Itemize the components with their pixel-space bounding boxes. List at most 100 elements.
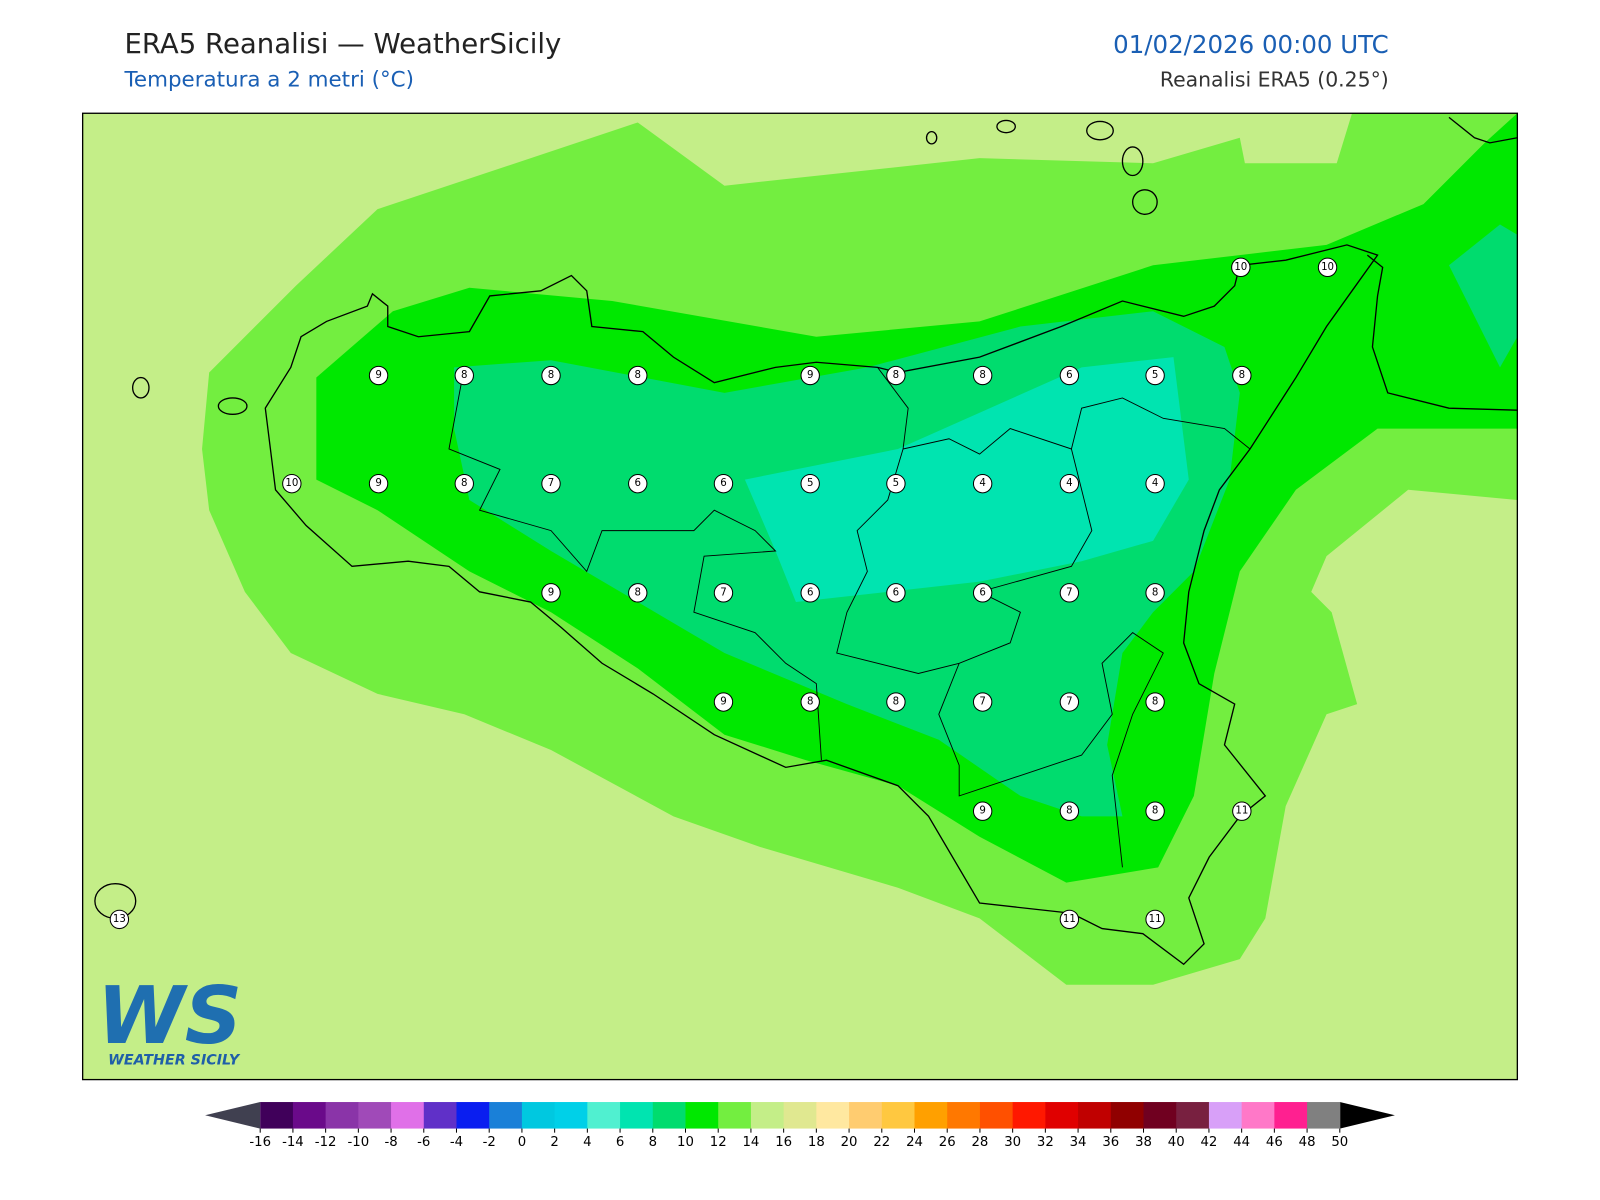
colorbar-tick-label: -12 xyxy=(315,1135,337,1150)
station-value: 8 xyxy=(461,370,467,381)
station-marker xyxy=(628,365,648,386)
colorbar-box xyxy=(816,1102,850,1129)
station-marker xyxy=(282,473,302,494)
station-value: 6 xyxy=(1066,370,1072,381)
logo-name: WEATHER SICILY xyxy=(108,1052,241,1068)
colorbar-box xyxy=(947,1102,981,1129)
logo-mark: WS xyxy=(97,969,242,1062)
colorbar-tick-label: 12 xyxy=(710,1135,727,1150)
station-marker xyxy=(454,365,474,386)
station-marker xyxy=(713,583,734,603)
colorbar-box xyxy=(391,1102,425,1129)
colorbar-tick-label: -10 xyxy=(348,1135,370,1150)
station-marker xyxy=(800,583,820,603)
colorbar-box xyxy=(554,1102,588,1129)
station-marker xyxy=(541,473,561,494)
colorbar-tick-label: -16 xyxy=(249,1135,271,1150)
colorbar-box xyxy=(1078,1102,1112,1129)
station-value: 9 xyxy=(807,370,813,381)
colorbar-box xyxy=(1208,1102,1243,1129)
station-value: 8 xyxy=(1066,806,1072,817)
station-marker xyxy=(972,365,993,386)
station-value: 9 xyxy=(979,806,985,817)
colorbar-box xyxy=(685,1102,719,1129)
colorbar-box xyxy=(489,1102,523,1129)
station-value: 10 xyxy=(1234,262,1247,273)
colorbar-tick-label: -6 xyxy=(417,1135,430,1150)
colorbar-box xyxy=(325,1102,359,1129)
map xyxy=(82,113,1518,1080)
station-marker xyxy=(886,692,906,712)
colorbar-tick-label: 32 xyxy=(1037,1135,1054,1150)
colorbar-box xyxy=(1176,1102,1210,1129)
station-marker xyxy=(1059,365,1080,386)
station-marker xyxy=(1059,801,1080,821)
colorbar-tick-label: 26 xyxy=(939,1135,956,1150)
source: Reanalisi ERA5 (0.25°) xyxy=(1160,68,1389,92)
station-value: 5 xyxy=(807,478,813,489)
station-marker xyxy=(1145,473,1165,494)
station-marker xyxy=(1059,583,1080,603)
island xyxy=(1131,189,1158,215)
station-marker xyxy=(972,692,993,712)
station-value: 9 xyxy=(375,478,381,489)
station-marker xyxy=(1059,692,1080,712)
colorbar-tick-label: 16 xyxy=(775,1135,792,1150)
station-marker xyxy=(368,365,389,386)
colorbar-tick-label: 8 xyxy=(649,1135,657,1150)
datetime: 01/02/2026 00:00 UTC xyxy=(1113,30,1389,59)
colorbar-box xyxy=(423,1102,458,1129)
station-marker xyxy=(1059,909,1080,930)
colorbar-box xyxy=(914,1102,948,1129)
colorbar-box xyxy=(1012,1102,1046,1129)
station-marker xyxy=(886,583,906,603)
station-value: 9 xyxy=(548,587,554,598)
logo: WS WEATHER SICILY xyxy=(97,969,242,1068)
colorbar-tick-label: 46 xyxy=(1266,1135,1283,1150)
colorbar-tick-label: 24 xyxy=(906,1135,923,1150)
station-value: 5 xyxy=(893,478,899,489)
colorbar-box xyxy=(1110,1102,1145,1129)
colorbar-box xyxy=(620,1102,654,1129)
station-marker xyxy=(541,583,561,603)
station-value: 6 xyxy=(720,478,726,489)
station-marker xyxy=(800,365,820,386)
station-marker xyxy=(1231,257,1251,278)
colorbar-box xyxy=(587,1102,621,1129)
colorbar-tick-label: 22 xyxy=(873,1135,890,1150)
colorbar-over xyxy=(1339,1102,1395,1129)
colorbar-tick-label: 44 xyxy=(1233,1135,1250,1150)
station-marker xyxy=(1059,473,1080,494)
colorbar-tick-label: 38 xyxy=(1135,1135,1152,1150)
station-value: 8 xyxy=(548,370,554,381)
station-value: 8 xyxy=(1152,697,1158,708)
station-value: 6 xyxy=(635,478,641,489)
colorbar-tick-label: 20 xyxy=(841,1135,858,1150)
colorbar-box xyxy=(521,1102,556,1129)
station-value: 8 xyxy=(979,370,985,381)
station-value: 9 xyxy=(375,370,381,381)
station-value: 4 xyxy=(979,478,985,489)
station-value: 8 xyxy=(1152,587,1158,598)
subtitle: Temperatura a 2 metri (°C) xyxy=(123,68,413,93)
island xyxy=(1121,146,1144,177)
station-value: 8 xyxy=(893,697,899,708)
station-value: 11 xyxy=(1063,914,1076,925)
province-border xyxy=(877,367,1251,455)
station-marker xyxy=(109,909,130,930)
station-marker xyxy=(800,692,820,712)
station-marker xyxy=(800,473,820,494)
field-6-8 xyxy=(1448,224,1518,368)
colorbar-tick-label: 28 xyxy=(971,1135,988,1150)
station-marker xyxy=(1145,909,1165,930)
station-value: 8 xyxy=(893,370,899,381)
colorbar-tick-label: -8 xyxy=(384,1135,397,1150)
coastline xyxy=(1448,116,1518,144)
station-value: 7 xyxy=(548,478,554,489)
station-value: 6 xyxy=(807,587,813,598)
station-value: 4 xyxy=(1066,478,1072,489)
station-value: 8 xyxy=(1239,370,1245,381)
coastline xyxy=(1366,254,1518,411)
island xyxy=(996,119,1016,134)
colorbar: -16 -14 -12 -10 -8 -6 -4 -2 0 2 4 6 8 10 12 14 16 18 20 22 2… xyxy=(205,1102,1395,1150)
